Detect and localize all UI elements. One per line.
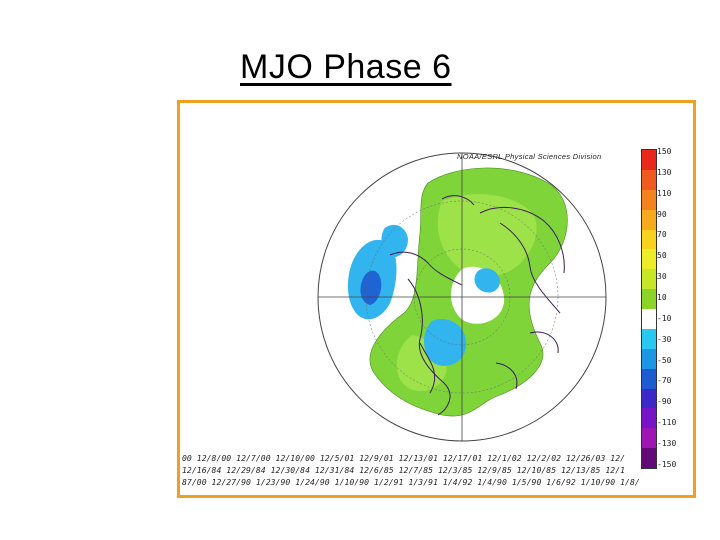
colorbar-swatch bbox=[642, 229, 656, 250]
map-figure-frame: NOAA/ESRL Physical Sciences Division 150… bbox=[177, 100, 696, 498]
colorbar-swatch bbox=[642, 388, 656, 409]
colorbar-label: -130 bbox=[657, 439, 677, 449]
colorbar-label: 30 bbox=[657, 272, 667, 282]
colorbar-label: -110 bbox=[657, 418, 677, 428]
colorbar-swatch bbox=[642, 189, 656, 210]
colorbar-swatch bbox=[642, 169, 656, 190]
colorbar-swatch bbox=[642, 289, 656, 309]
colorbar-swatch bbox=[642, 328, 656, 349]
composite-dates: 00 12/8/00 12/7/00 12/10/00 12/5/01 12/9… bbox=[182, 452, 694, 494]
map-credit: NOAA/ESRL Physical Sciences Division bbox=[457, 152, 602, 161]
colorbar-swatch bbox=[642, 150, 656, 170]
colorbar-label: -10 bbox=[657, 313, 672, 323]
colorbar-swatch bbox=[642, 209, 656, 230]
colorbar-swatch bbox=[642, 448, 656, 468]
negative-anomaly-arctic bbox=[474, 268, 500, 293]
colorbar-label: 130 bbox=[657, 167, 672, 177]
colorbar-swatch bbox=[642, 249, 656, 270]
colorbar-label: -50 bbox=[657, 355, 672, 365]
colorbar-label: -70 bbox=[657, 376, 672, 386]
colorbar bbox=[641, 149, 657, 469]
colorbar-label: 70 bbox=[657, 230, 667, 240]
negative-anomaly-north-america bbox=[424, 319, 467, 366]
colorbar-label: 10 bbox=[657, 293, 667, 303]
negative-anomaly-pacific-core bbox=[360, 270, 382, 305]
colorbar-swatch bbox=[642, 428, 656, 449]
colorbar-label: 50 bbox=[657, 251, 667, 261]
colorbar-swatch bbox=[642, 408, 656, 429]
polar-anomaly-map bbox=[317, 152, 607, 442]
colorbar-label: 90 bbox=[657, 209, 667, 219]
dates-row: 87/00 12/27/90 1/23/90 1/24/90 1/10/90 1… bbox=[182, 477, 640, 487]
negative-anomaly-alaska bbox=[381, 224, 408, 258]
colorbar-label: -90 bbox=[657, 397, 672, 407]
positive-anomaly-inner bbox=[437, 194, 537, 277]
colorbar-label: 150 bbox=[657, 147, 672, 156]
dates-row: 12/16/84 12/29/84 12/30/84 12/31/84 12/6… bbox=[182, 465, 626, 475]
colorbar-label: 110 bbox=[657, 188, 672, 198]
colorbar-swatch bbox=[642, 348, 656, 369]
colorbar-swatch bbox=[642, 269, 656, 290]
colorbar-label: -30 bbox=[657, 334, 672, 344]
dates-row: 00 12/8/00 12/7/00 12/10/00 12/5/01 12/9… bbox=[182, 453, 626, 463]
colorbar-swatch bbox=[642, 309, 656, 329]
slide-title: MJO Phase 6 bbox=[240, 48, 452, 86]
colorbar-labels: 150 130 110 90 70 50 30 10 -10 -30 -50 -70 -90 -110 -1… bbox=[657, 147, 691, 469]
colorbar-label: -150 bbox=[657, 459, 677, 469]
colorbar-swatch bbox=[642, 368, 656, 389]
